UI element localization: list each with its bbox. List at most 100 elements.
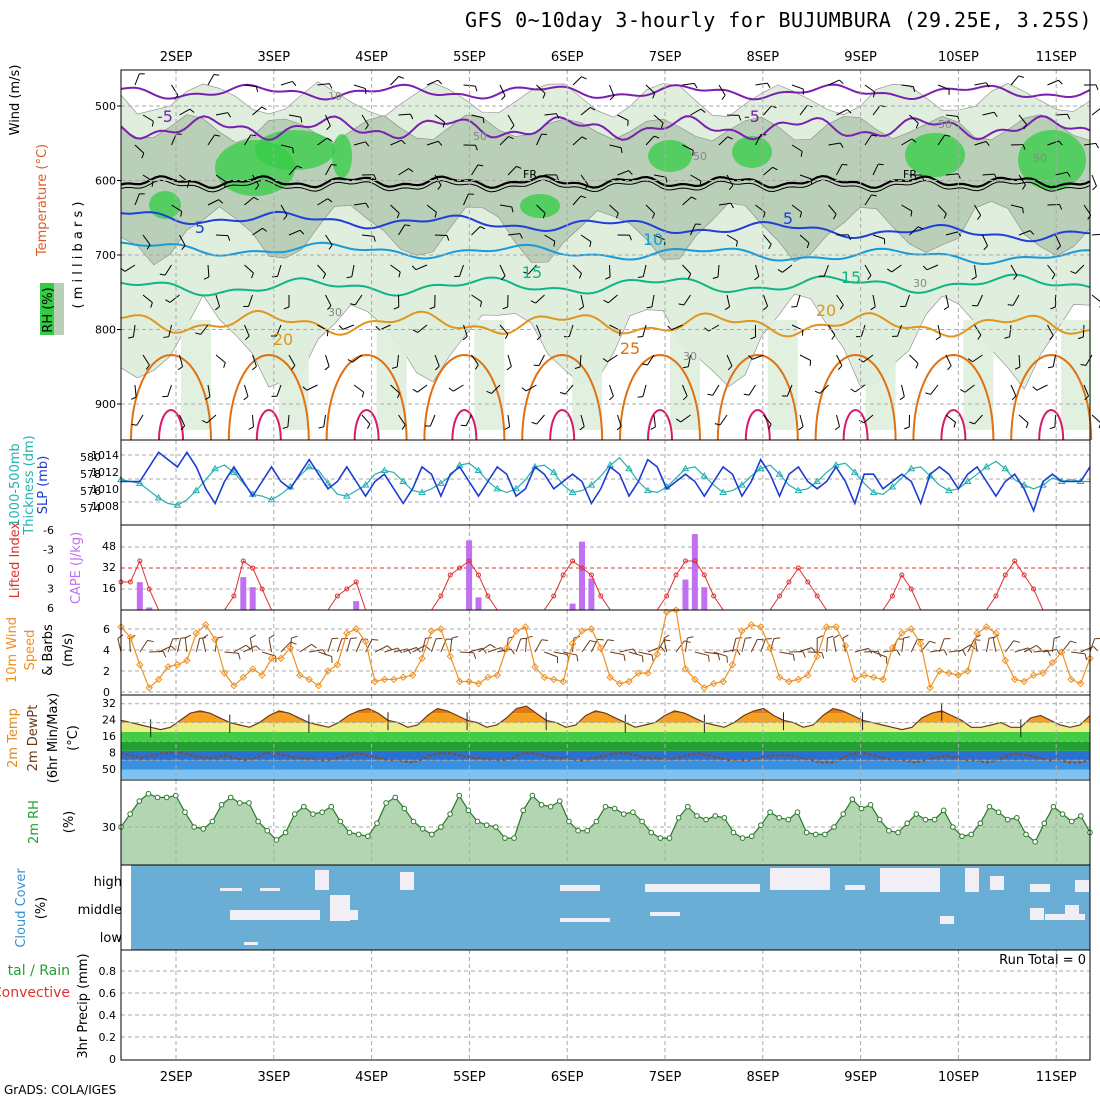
thickness-marker [719, 488, 727, 495]
date-axis: 2SEP 2SEP 3SEP 3SEP 4SEP 4SEP 5SEP 5SEP 6SEP 6SEP… [160, 50, 1077, 1085]
wind-axis-label-4: (m/s) [61, 633, 76, 667]
wind-barb [642, 384, 647, 397]
wind-barb [553, 651, 568, 656]
temp-contour-10 [120, 241, 1091, 266]
wind-barb [1042, 649, 1057, 653]
wind-barb [544, 113, 557, 116]
cape-bar [701, 587, 708, 610]
wind-barb [323, 414, 326, 427]
contour-label: 50 [473, 130, 487, 143]
wind-barb-flag [311, 643, 317, 649]
temp-color-band [121, 741, 1090, 751]
thickness-marker [361, 481, 370, 488]
wind-barb [134, 193, 140, 206]
wind-barb-flag [944, 134, 951, 137]
thickness-marker [474, 466, 483, 474]
date-label-top: 3SEP [258, 50, 291, 65]
wind-barb-flag [1021, 184, 1026, 190]
wind-barb-flag [687, 273, 692, 279]
rh-marker [301, 803, 307, 810]
wind-barb-flag [531, 421, 537, 425]
wind-barb-flag [1070, 640, 1077, 644]
wind-speed-marker [568, 639, 577, 648]
cloud-gap [340, 910, 358, 920]
wind-barb-flag [146, 244, 151, 250]
rh-marker [922, 816, 929, 823]
temp-contour-25 [130, 353, 212, 441]
wind-barb [638, 651, 653, 656]
precip-tick-label: 0.8 [99, 965, 117, 978]
rh-marker [995, 809, 1002, 816]
temp-contour-30 [158, 408, 184, 441]
cloud-gap [880, 868, 940, 892]
thickness-marker [418, 488, 426, 495]
wind-barb-flag [338, 325, 344, 330]
wind-barb [1083, 384, 1089, 397]
wind-barb [799, 105, 808, 116]
wind-panel: 6 4 2 0 [103, 606, 1100, 699]
wind-barb-flag [364, 124, 369, 130]
temp-axis-label-3: (6hr Min/Max) [46, 693, 61, 783]
wind-barb [1055, 171, 1068, 176]
footer-credit: GrADS: COLA/IGES [4, 1083, 117, 1097]
temp-axis-label-2: 2m DewPt [26, 705, 41, 772]
wind-barb [471, 226, 481, 236]
wind-speed-marker [681, 665, 690, 673]
precip-legend-total: tal / Rain [8, 963, 70, 979]
wind-barb [534, 639, 543, 653]
wind-barb-flag [1059, 204, 1063, 210]
rh-marker [365, 833, 371, 840]
wind-barb [365, 639, 373, 653]
wind-speed-marker [644, 669, 652, 677]
date-label-top: 7SEP [649, 50, 682, 65]
rh-marker [950, 824, 956, 830]
thickness-marker [211, 464, 219, 472]
wind-speed-marker [973, 629, 981, 637]
panel-labels: Wind (m/s) Temperature (°C) ( m i l l i b … [0, 65, 91, 1059]
wind-barb-flag [375, 325, 380, 331]
wind-barb [958, 644, 971, 653]
rh-marker [282, 829, 289, 836]
rh-marker [575, 827, 581, 834]
wind-barb-flag [291, 635, 298, 639]
wind-speed-marker [926, 684, 934, 692]
thickness-marker [549, 468, 558, 475]
lifted-index-marker [588, 572, 594, 578]
cape-bar [475, 597, 482, 610]
wind-barb [515, 638, 522, 653]
wind-barb-flag [691, 196, 697, 200]
wind-barb [1010, 264, 1018, 276]
wind-barb [982, 234, 989, 247]
rh-legend-swatch-2 [54, 283, 64, 335]
rh-marker [429, 831, 435, 838]
wind-barb-flag [1014, 366, 1021, 370]
wind-barb [434, 114, 445, 123]
wind-barb-flag [735, 241, 738, 247]
wind-speed-marker [860, 671, 868, 679]
wind-barb-flag [768, 243, 772, 250]
date-label-bottom: 9SEP [844, 1070, 877, 1085]
wind-speed-marker [615, 679, 624, 688]
lifted-index-marker [137, 558, 143, 564]
wind-barb-flag [842, 634, 849, 639]
wind-barb-flag [581, 136, 587, 140]
cloud-gap [315, 870, 329, 890]
wind-barb-flag [763, 305, 768, 311]
wind-barb-flag [957, 173, 961, 179]
wind-barb-flag [943, 649, 948, 656]
thickness-marker [945, 486, 953, 494]
rh-marker [931, 816, 938, 823]
wind-barb-flag [291, 365, 296, 370]
rh-marker [556, 798, 563, 804]
rh-marker [620, 811, 627, 817]
lifted-index-marker [908, 586, 914, 592]
wind-barb-flag [1032, 386, 1038, 391]
wind-barb-flag [809, 360, 812, 366]
wind-barb [909, 226, 919, 236]
wind-barb [579, 354, 582, 368]
wind-barb [642, 264, 647, 277]
rh-marker [383, 800, 389, 806]
wind-barb-flag [762, 212, 766, 218]
wind-speed-marker [550, 675, 558, 684]
thickness-marker [625, 464, 633, 472]
